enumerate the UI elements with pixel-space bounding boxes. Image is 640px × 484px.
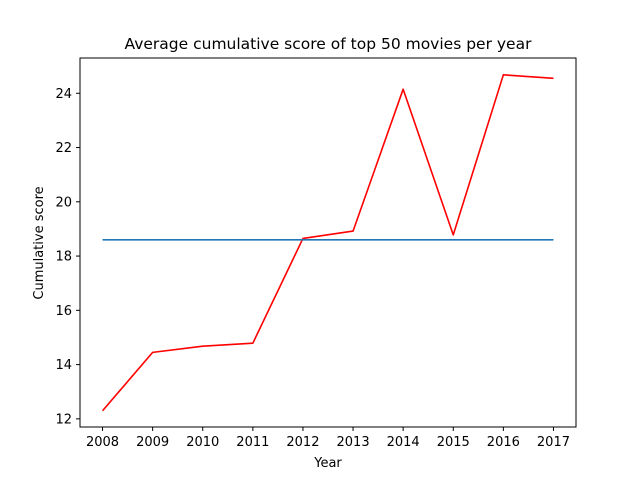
- y-tick-label: 14: [55, 358, 72, 373]
- x-tick-label: 2011: [236, 435, 269, 450]
- x-tick-label: 2015: [437, 435, 470, 450]
- y-tick-label: 12: [55, 412, 72, 427]
- chart-title: Average cumulative score of top 50 movie…: [125, 35, 533, 53]
- plot-area: 2008 2009 2010 2011 2012 2013 2014 2015 2016 2017…: [55, 57, 577, 450]
- plot-frame: [79, 57, 577, 428]
- series-line-1: [101, 74, 554, 412]
- x-tick-label: 2009: [136, 435, 169, 450]
- y-tick-label: 24: [55, 87, 72, 102]
- x-tick-label: 2017: [537, 435, 570, 450]
- y-tick-label: 20: [55, 195, 72, 210]
- y-tick-label: 22: [55, 141, 72, 156]
- x-tick-label: 2013: [337, 435, 370, 450]
- y-axis-label: Cumulative score: [32, 186, 47, 299]
- x-tick-label: 2010: [186, 435, 219, 450]
- y-tick-label: 16: [55, 304, 72, 319]
- x-tick-label: 2014: [387, 435, 420, 450]
- x-tick-label: 2008: [86, 435, 119, 450]
- x-tick-label: 2016: [487, 435, 520, 450]
- x-axis-label: Year: [313, 456, 342, 471]
- x-tick-label: 2012: [286, 435, 319, 450]
- y-tick-label: 18: [55, 250, 72, 265]
